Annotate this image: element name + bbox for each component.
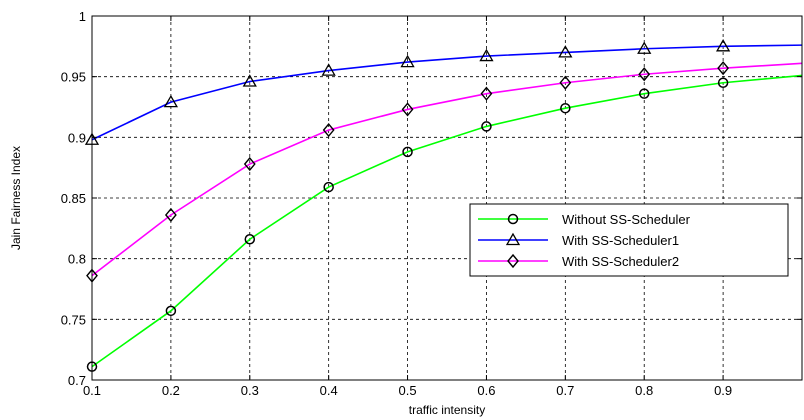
diamond-marker xyxy=(480,86,493,101)
series-2 xyxy=(84,39,803,145)
circle-marker xyxy=(244,234,256,245)
y-tick-label: 0.75 xyxy=(61,312,86,327)
x-tick-label: 0.5 xyxy=(399,383,417,398)
diamond-marker xyxy=(559,75,572,90)
x-tick-label: 0.6 xyxy=(477,383,495,398)
diamond-marker xyxy=(243,156,256,172)
diamond-marker xyxy=(164,207,177,223)
y-tick-label: 0.8 xyxy=(68,252,86,267)
triangle-marker xyxy=(715,39,731,52)
triangle-marker xyxy=(479,48,494,62)
legend-item: With SS-Scheduler1 xyxy=(478,232,679,248)
series-line xyxy=(91,62,803,277)
triangle-marker xyxy=(242,74,257,87)
diamond-marker xyxy=(507,253,519,269)
legend-label: Without SS-Scheduler xyxy=(562,212,691,227)
y-tick-label: 0.9 xyxy=(68,130,86,145)
triangle-marker xyxy=(400,54,415,68)
diamond-marker xyxy=(638,67,651,82)
series-line xyxy=(91,74,803,368)
x-tick-label: 0.7 xyxy=(556,383,574,398)
y-tick-label: 0.95 xyxy=(61,70,86,85)
triangle-marker xyxy=(558,45,573,58)
x-tick-label: 0.2 xyxy=(162,383,180,398)
triangle-marker xyxy=(163,94,179,108)
x-tick-label: 0.4 xyxy=(320,383,338,398)
legend-label: With SS-Scheduler2 xyxy=(562,254,679,269)
diamond-marker xyxy=(322,122,335,138)
y-axis-label: Jain Fairness Index xyxy=(9,146,23,250)
circle-marker xyxy=(507,213,519,225)
x-tick-label: 0.8 xyxy=(635,383,653,398)
x-tick-label: 0.1 xyxy=(83,383,101,398)
series-layer xyxy=(84,39,803,372)
series-3 xyxy=(86,61,803,283)
diamond-marker xyxy=(717,61,730,76)
triangle-marker xyxy=(637,41,652,54)
x-axis-label: traffic intensity xyxy=(409,403,485,417)
triangle-marker xyxy=(321,63,336,76)
diamond-marker xyxy=(401,102,414,117)
legend-label: With SS-Scheduler1 xyxy=(562,233,679,248)
ticks: 0.1 0.2 0.3 0.4 0.5 0.6 0.7 0.8 0.9 0.7 0.75 0.8 0.8… xyxy=(61,9,802,398)
y-tick-label: 0.85 xyxy=(61,191,86,206)
y-tick-label: 0.7 xyxy=(68,373,86,388)
circle-marker xyxy=(638,88,650,99)
legend-item: With SS-Scheduler2 xyxy=(478,253,679,269)
legend-item: Without SS-Scheduler xyxy=(478,212,691,227)
circle-marker xyxy=(717,77,729,88)
x-tick-label: 0.3 xyxy=(241,383,259,398)
grid xyxy=(92,16,802,380)
circle-marker xyxy=(481,121,492,132)
circle-marker xyxy=(323,181,334,193)
legend: Without SS-Scheduler With SS-Scheduler1 Wi… xyxy=(469,203,789,277)
y-tick-label: 1 xyxy=(79,9,86,24)
series-1 xyxy=(86,74,803,372)
circle-marker xyxy=(165,305,177,317)
circle-marker xyxy=(560,102,571,114)
x-tick-label: 0.9 xyxy=(714,383,732,398)
triangle-marker xyxy=(505,232,521,246)
circle-marker xyxy=(402,146,413,158)
series-line xyxy=(91,44,803,141)
